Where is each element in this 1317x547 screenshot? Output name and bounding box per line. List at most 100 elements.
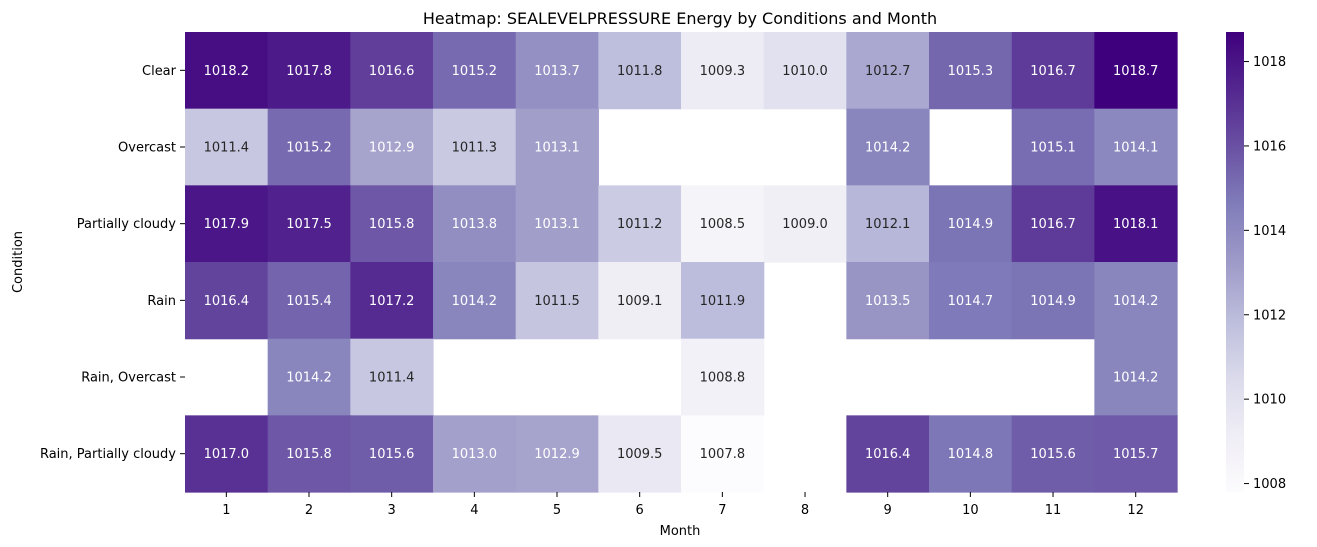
heatmap-cell bbox=[1011, 415, 1095, 493]
heatmap-cell bbox=[350, 262, 434, 340]
heatmap-cell bbox=[929, 262, 1013, 340]
cell-value-label: 1011.8 bbox=[617, 64, 663, 79]
cell-value-label: 1015.2 bbox=[452, 64, 498, 79]
heatmap-cell bbox=[515, 185, 599, 263]
colorbar-tick-label: 1016 bbox=[1253, 139, 1286, 154]
cell-value-label: 1009.0 bbox=[782, 217, 828, 232]
x-tick-label: 8 bbox=[801, 503, 809, 518]
cell-value-label: 1011.4 bbox=[369, 371, 415, 386]
cell-value-label: 1014.2 bbox=[286, 371, 332, 386]
heatmap-cell bbox=[598, 32, 682, 110]
cell-value-label: 1016.7 bbox=[1030, 217, 1076, 232]
heatmap-cell bbox=[185, 262, 269, 340]
cell-value-label: 1017.0 bbox=[204, 447, 250, 462]
cell-value-label: 1013.7 bbox=[534, 64, 580, 79]
heatmap-cell bbox=[681, 338, 765, 416]
cell-value-label: 1017.9 bbox=[204, 217, 250, 232]
heatmap-cell bbox=[598, 262, 682, 340]
cell-value-label: 1017.8 bbox=[286, 64, 332, 79]
cell-value-label: 1016.7 bbox=[1030, 64, 1076, 79]
x-tick-label: 3 bbox=[388, 503, 396, 518]
cell-value-label: 1016.6 bbox=[369, 64, 415, 79]
cell-value-label: 1014.1 bbox=[1113, 141, 1159, 156]
cell-value-label: 1011.9 bbox=[700, 294, 746, 309]
heatmap-cell bbox=[350, 415, 434, 493]
x-tick-label: 6 bbox=[636, 503, 644, 518]
cell-value-label: 1014.2 bbox=[1113, 371, 1159, 386]
heatmap-cell bbox=[267, 262, 351, 340]
heatmap-cell bbox=[846, 32, 930, 110]
heatmap-cells: 1018.2 1017.8 1016.6 1015.2 1013.7 1011.8 1009… bbox=[185, 32, 1178, 493]
x-tick-label: 2 bbox=[305, 503, 313, 518]
heatmap-cell bbox=[929, 185, 1013, 263]
cell-value-label: 1012.9 bbox=[534, 447, 580, 462]
cell-value-label: 1013.1 bbox=[534, 141, 580, 156]
colorbar-ticks: 1008 1010 1012 1014 1016 1018 bbox=[1244, 55, 1286, 492]
x-tick-label: 10 bbox=[962, 503, 979, 518]
heatmap-cell bbox=[185, 415, 269, 493]
cell-value-label: 1015.2 bbox=[286, 141, 332, 156]
y-tick-label: Clear bbox=[142, 64, 177, 79]
heatmap-cell bbox=[681, 185, 765, 263]
heatmap-cell bbox=[185, 32, 269, 110]
cell-value-label: 1015.4 bbox=[286, 294, 332, 309]
heatmap-cell bbox=[350, 338, 434, 416]
heatmap-cell bbox=[515, 262, 599, 340]
colorbar-tick-label: 1018 bbox=[1253, 55, 1286, 70]
heatmap-cell bbox=[350, 108, 434, 186]
heatmap-cell bbox=[267, 185, 351, 263]
cell-value-label: 1015.6 bbox=[1030, 447, 1076, 462]
cell-value-label: 1009.1 bbox=[617, 294, 663, 309]
cell-value-label: 1018.7 bbox=[1113, 64, 1159, 79]
cell-value-label: 1014.2 bbox=[452, 294, 498, 309]
heatmap-cell bbox=[515, 32, 599, 110]
cell-value-label: 1013.0 bbox=[452, 447, 498, 462]
x-tick-label: 1 bbox=[222, 503, 230, 518]
chart-title: Heatmap: SEALEVELPRESSURE Energy by Cond… bbox=[423, 9, 937, 28]
x-tick-label: 9 bbox=[884, 503, 892, 518]
cell-value-label: 1014.9 bbox=[1030, 294, 1076, 309]
x-axis-label: Month bbox=[660, 524, 701, 539]
heatmap-cell bbox=[1094, 108, 1178, 186]
heatmap-cell bbox=[846, 185, 930, 263]
y-tick-label: Rain, Partially cloudy bbox=[40, 447, 176, 462]
cell-value-label: 1015.1 bbox=[1030, 141, 1076, 156]
heatmap-cell bbox=[1094, 262, 1178, 340]
cell-value-label: 1017.2 bbox=[369, 294, 415, 309]
colorbar-tick-label: 1010 bbox=[1253, 393, 1286, 408]
heatmap-cell bbox=[267, 108, 351, 186]
cell-value-label: 1011.4 bbox=[204, 141, 250, 156]
cell-value-label: 1015.7 bbox=[1113, 447, 1159, 462]
cell-value-label: 1012.1 bbox=[865, 217, 911, 232]
heatmap-cell bbox=[185, 108, 269, 186]
cell-value-label: 1014.9 bbox=[948, 217, 994, 232]
heatmap-cell bbox=[1011, 262, 1095, 340]
heatmap-cell bbox=[433, 108, 517, 186]
cell-value-label: 1017.5 bbox=[286, 217, 332, 232]
heatmap-cell bbox=[1094, 415, 1178, 493]
heatmap-cell bbox=[1094, 32, 1178, 110]
heatmap-cell bbox=[515, 108, 599, 186]
heatmap-cell bbox=[1011, 185, 1095, 263]
x-tick-label: 11 bbox=[1045, 503, 1062, 518]
heatmap-cell bbox=[846, 108, 930, 186]
cell-value-label: 1008.5 bbox=[700, 217, 746, 232]
cell-value-label: 1014.2 bbox=[865, 141, 911, 156]
heatmap-cell bbox=[515, 415, 599, 493]
heatmap-cell bbox=[598, 185, 682, 263]
heatmap-cell bbox=[681, 262, 765, 340]
colorbar bbox=[1226, 32, 1244, 492]
heatmap-cell bbox=[929, 415, 1013, 493]
colorbar-tick-label: 1014 bbox=[1253, 224, 1286, 239]
y-tick-labels: Clear Overcast Partially cloudy Rain Rain, O… bbox=[40, 64, 185, 462]
cell-value-label: 1009.5 bbox=[617, 447, 663, 462]
x-tick-label: 4 bbox=[470, 503, 478, 518]
cell-value-label: 1008.8 bbox=[700, 371, 746, 386]
cell-value-label: 1015.8 bbox=[369, 217, 415, 232]
heatmap-cell bbox=[1094, 338, 1178, 416]
x-tick-labels: 1 2 3 4 5 6 7 8 9 10 11 12 bbox=[222, 492, 1144, 518]
colorbar-tick-label: 1008 bbox=[1253, 477, 1286, 492]
cell-value-label: 1012.7 bbox=[865, 64, 911, 79]
cell-value-label: 1016.4 bbox=[865, 447, 911, 462]
